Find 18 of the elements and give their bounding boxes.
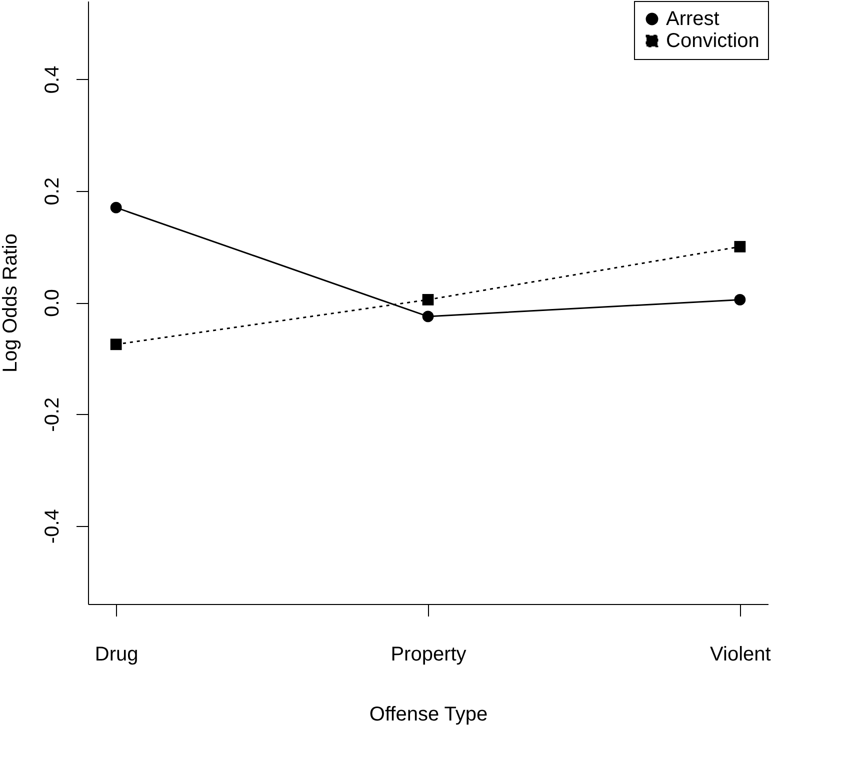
y-tick-label: -0.4	[42, 509, 64, 544]
y-tick-label: 0.2	[42, 177, 64, 206]
x-tick-label: Violent	[710, 644, 772, 666]
legend-label: Conviction	[666, 30, 760, 52]
point	[110, 338, 122, 350]
y-tick-label: -0.2	[42, 397, 64, 432]
point	[422, 310, 434, 322]
legend-label: Arrest	[666, 8, 720, 30]
x-tick-label: Property	[390, 644, 466, 666]
point	[110, 202, 122, 214]
y-axis-title: Log Odds Ratio	[0, 234, 22, 372]
point	[734, 240, 746, 252]
x-tick-label: Drug	[94, 644, 138, 666]
x-axis-title: Offense Type	[369, 704, 488, 726]
point	[422, 294, 434, 306]
point	[734, 294, 746, 306]
y-tick-label: 0.4	[42, 66, 64, 94]
y-tick-label: 0.0	[42, 289, 64, 317]
